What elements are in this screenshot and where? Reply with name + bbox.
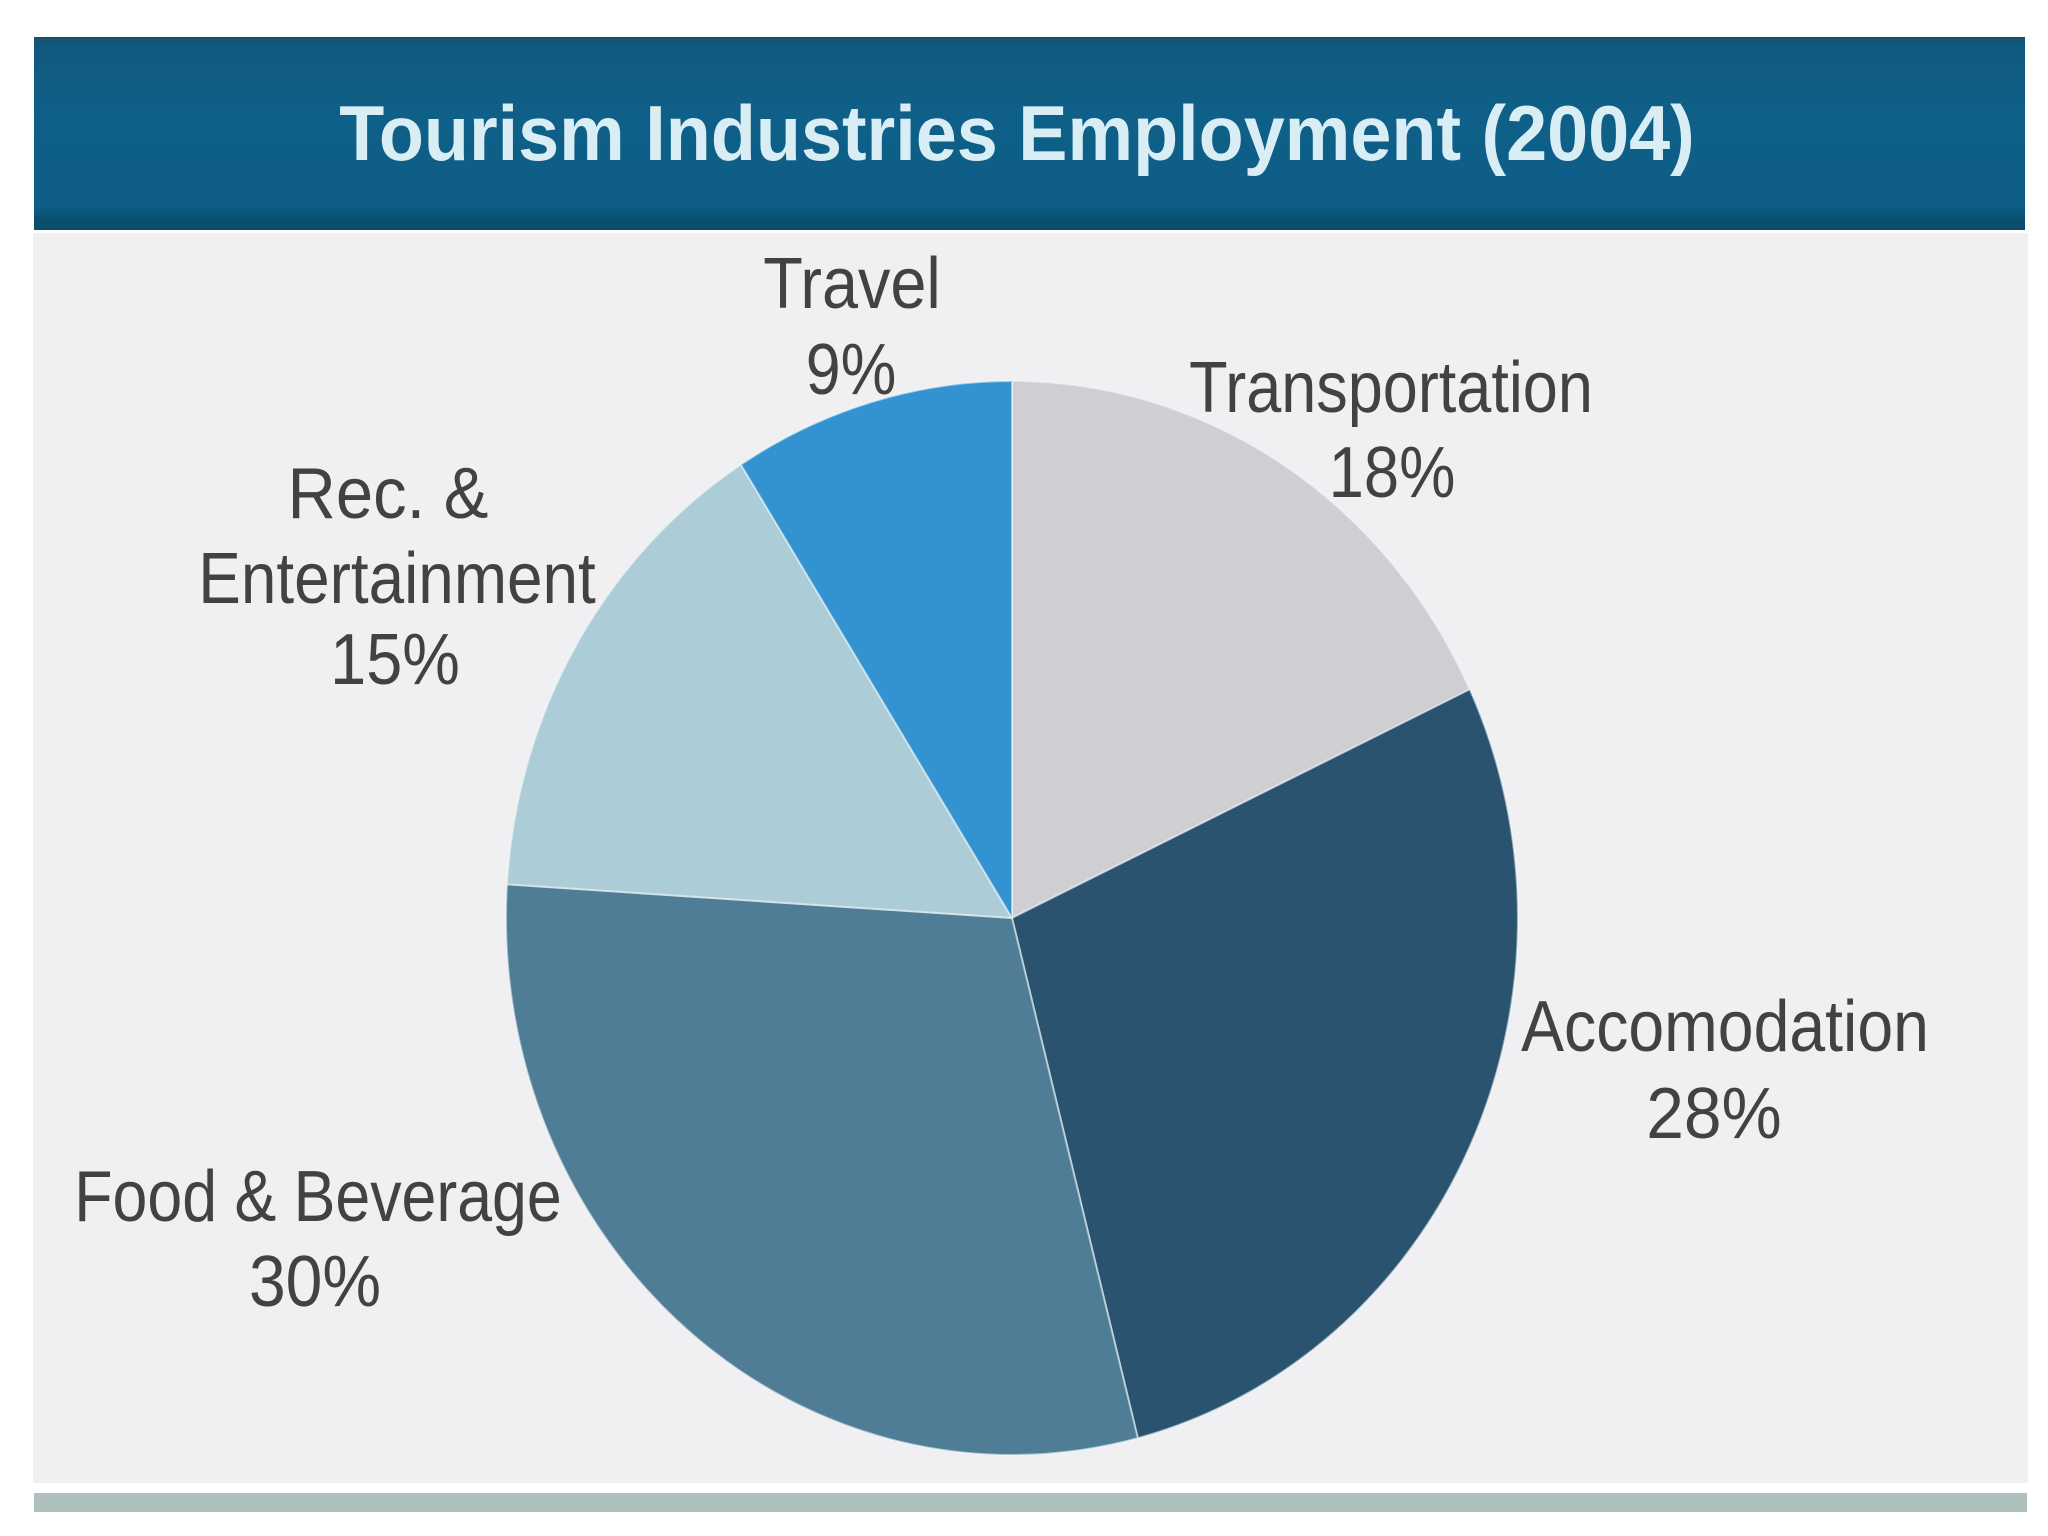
svg-text:Rec. &: Rec. & bbox=[288, 453, 489, 534]
svg-text:Tourism Industries Employment: Tourism Industries Employment (2004) bbox=[339, 90, 1695, 177]
svg-text:Food & Beverage: Food & Beverage bbox=[74, 1157, 561, 1237]
svg-text:Travel: Travel bbox=[763, 243, 941, 324]
svg-text:28%: 28% bbox=[1646, 1073, 1781, 1153]
svg-text:30%: 30% bbox=[249, 1240, 381, 1321]
svg-text:Accomodation: Accomodation bbox=[1521, 987, 1929, 1067]
svg-text:9%: 9% bbox=[806, 330, 897, 410]
svg-text:Entertainment: Entertainment bbox=[198, 538, 596, 618]
svg-text:Transportation: Transportation bbox=[1189, 348, 1593, 428]
svg-text:15%: 15% bbox=[330, 619, 460, 700]
svg-text:18%: 18% bbox=[1329, 433, 1456, 513]
